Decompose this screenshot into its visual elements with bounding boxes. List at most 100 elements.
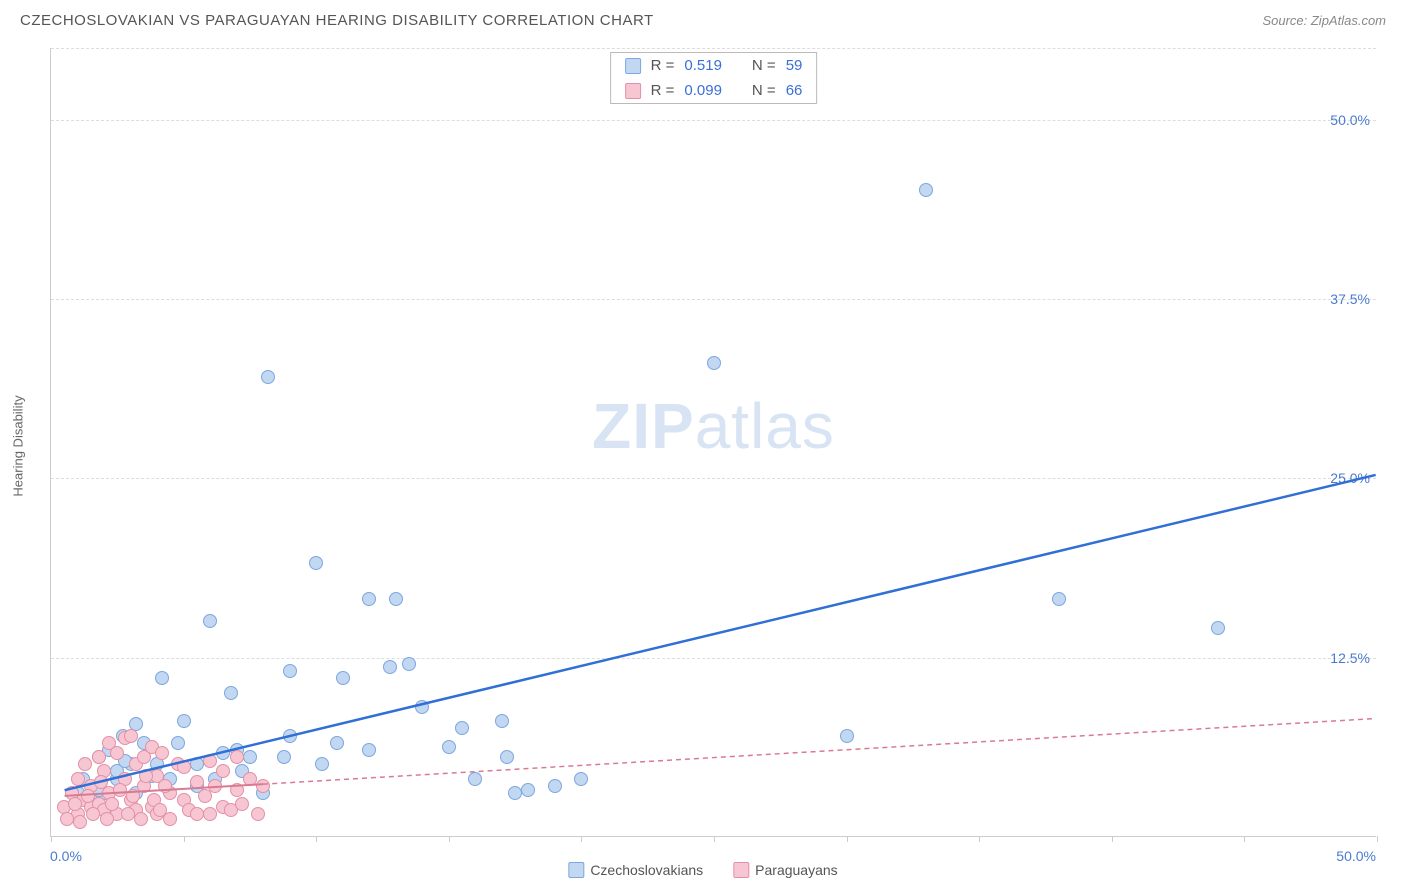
data-point (495, 714, 509, 728)
watermark: ZIPatlas (592, 389, 835, 463)
data-point (81, 789, 95, 803)
data-point (190, 775, 204, 789)
data-point (78, 757, 92, 771)
x-tick-mark (1244, 836, 1245, 842)
data-point (216, 764, 230, 778)
gridline (51, 478, 1376, 479)
legend-stat-row: R = 0.099N = 66 (611, 78, 817, 103)
data-point (230, 750, 244, 764)
y-tick-label: 25.0% (1330, 470, 1370, 486)
swatch-icon (625, 83, 641, 99)
data-point (208, 779, 222, 793)
data-point (121, 807, 135, 821)
x-tick-mark (979, 836, 980, 842)
swatch-icon (625, 58, 641, 74)
data-point (71, 772, 85, 786)
data-point (124, 729, 138, 743)
data-point (224, 686, 238, 700)
n-label: N = (752, 57, 776, 74)
data-point (177, 714, 191, 728)
data-point (330, 736, 344, 750)
n-value: 66 (786, 82, 803, 99)
data-point (230, 783, 244, 797)
data-point (500, 750, 514, 764)
data-point (283, 729, 297, 743)
gridline (51, 299, 1376, 300)
data-point (94, 775, 108, 789)
legend-label: Czechoslovakians (590, 862, 703, 878)
data-point (86, 807, 100, 821)
data-point (235, 797, 249, 811)
legend-stat-row: R = 0.519 N = 59 (611, 53, 817, 78)
y-tick-label: 50.0% (1330, 112, 1370, 128)
x-tick-mark (1112, 836, 1113, 842)
chart-area: ZIPatlas R = 0.519N = 59R = 0.099N = 66 … (50, 48, 1376, 837)
data-point (190, 807, 204, 821)
x-tick-mark (847, 836, 848, 842)
y-tick-label: 12.5% (1330, 650, 1370, 666)
data-point (415, 700, 429, 714)
data-point (277, 750, 291, 764)
data-point (155, 671, 169, 685)
data-point (171, 736, 185, 750)
data-point (203, 807, 217, 821)
x-tick-mark (1377, 836, 1378, 842)
data-point (442, 740, 456, 754)
data-point (113, 783, 127, 797)
source-label: Source: ZipAtlas.com (1262, 13, 1386, 28)
x-origin-label: 0.0% (50, 848, 82, 864)
data-point (402, 657, 416, 671)
data-point (283, 664, 297, 678)
data-point (243, 772, 257, 786)
r-label: R = (651, 57, 675, 74)
x-tick-mark (51, 836, 52, 842)
data-point (508, 786, 522, 800)
data-point (68, 797, 82, 811)
r-value: 0.519 (684, 57, 722, 74)
chart-title: CZECHOSLOVAKIAN VS PARAGUAYAN HEARING DI… (20, 12, 654, 29)
gridline (51, 658, 1376, 659)
legend-item: Paraguayans (733, 862, 838, 878)
data-point (336, 671, 350, 685)
data-point (216, 746, 230, 760)
data-point (60, 812, 74, 826)
data-point (389, 592, 403, 606)
data-point (158, 779, 172, 793)
data-point (362, 743, 376, 757)
x-tick-mark (581, 836, 582, 842)
data-point (315, 757, 329, 771)
legend-stats: R = 0.519 N = 59R = 0.099 N = 66 (610, 52, 818, 104)
r-value: 0.099 (684, 82, 722, 99)
data-point (548, 779, 562, 793)
data-point (840, 729, 854, 743)
data-point (261, 370, 275, 384)
data-point (1211, 621, 1225, 635)
data-point (383, 660, 397, 674)
data-point (126, 789, 140, 803)
x-tick-mark (316, 836, 317, 842)
data-point (362, 592, 376, 606)
n-label: N = (752, 82, 776, 99)
data-point (468, 772, 482, 786)
y-axis-label: Hearing Disability (11, 395, 26, 496)
data-point (203, 614, 217, 628)
data-point (309, 556, 323, 570)
n-value: 59 (786, 57, 803, 74)
data-point (92, 750, 106, 764)
legend-label: Paraguayans (755, 862, 838, 878)
data-point (521, 783, 535, 797)
swatch-icon (568, 862, 584, 878)
data-point (251, 807, 265, 821)
data-point (155, 746, 169, 760)
data-point (177, 760, 191, 774)
data-point (256, 779, 270, 793)
data-point (574, 772, 588, 786)
legend-item: Czechoslovakians (568, 862, 703, 878)
x-tick-mark (184, 836, 185, 842)
data-point (919, 183, 933, 197)
x-max-label: 50.0% (1336, 848, 1376, 864)
gridline (51, 120, 1376, 121)
legend-series: Czechoslovakians Paraguayans (568, 862, 837, 878)
data-point (105, 797, 119, 811)
y-tick-label: 37.5% (1330, 291, 1370, 307)
